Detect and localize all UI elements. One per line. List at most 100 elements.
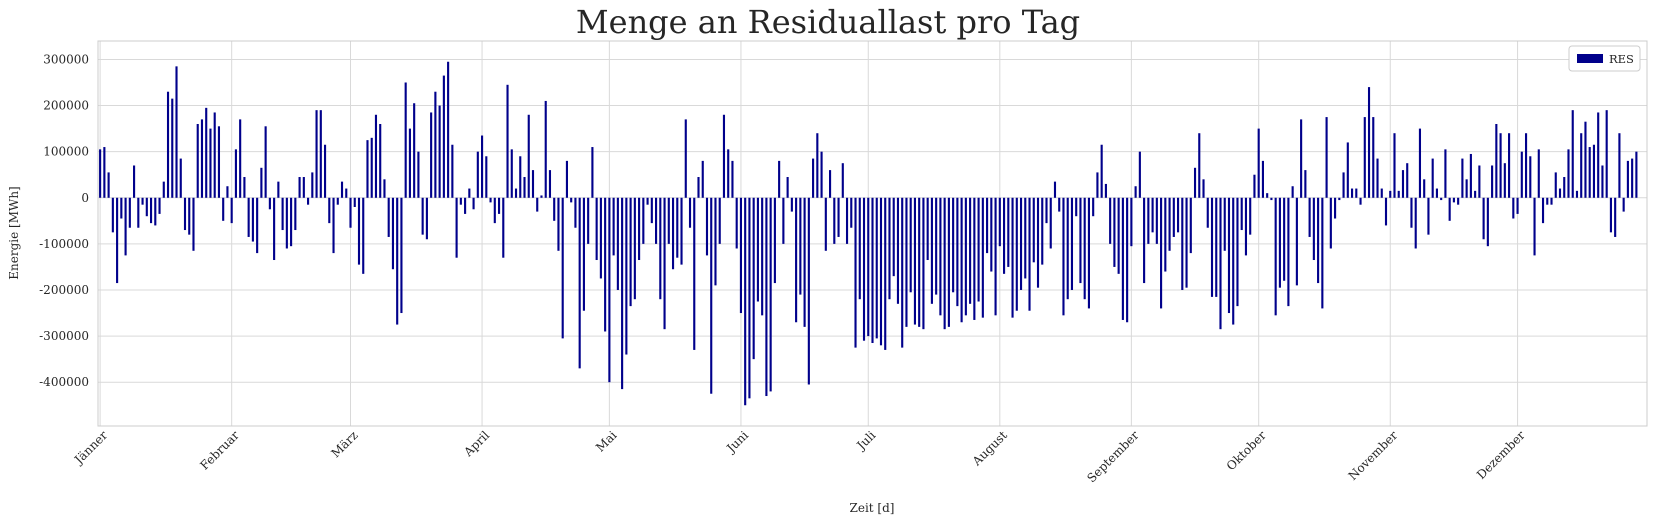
bar [1219, 197, 1222, 330]
y-axis-ticks: 300000 200000 100000 0 -100000 -200000 -300000… [39, 52, 89, 389]
bar [858, 197, 861, 300]
bar [1563, 177, 1566, 198]
bar [727, 149, 730, 198]
bar [1236, 197, 1239, 307]
bar [977, 197, 980, 302]
bar [973, 197, 976, 320]
bar [824, 197, 827, 251]
bar [413, 103, 416, 198]
bar [1584, 121, 1587, 198]
bar [1355, 188, 1358, 198]
bar [799, 197, 802, 295]
bar [850, 197, 853, 228]
bar [421, 197, 424, 235]
bar [739, 197, 743, 314]
bar [599, 197, 602, 279]
bar [1121, 197, 1124, 320]
bar [332, 197, 335, 254]
bar [1300, 119, 1303, 198]
bar [570, 197, 573, 203]
bar [1384, 197, 1388, 226]
bar [684, 119, 687, 198]
bar [1041, 197, 1044, 265]
bar [1321, 197, 1324, 309]
bar [171, 98, 174, 198]
bar [722, 114, 726, 198]
bar [425, 197, 428, 240]
bar [137, 197, 140, 228]
x-tick-label: April [461, 428, 493, 460]
bar [1092, 197, 1095, 217]
bar [404, 82, 407, 198]
bar [1508, 133, 1511, 198]
bar [837, 197, 840, 237]
bar [264, 126, 267, 198]
bar [969, 197, 972, 304]
bar [1172, 197, 1175, 237]
y-tick-label: 200000 [43, 99, 89, 113]
bar [744, 197, 747, 406]
bar [1134, 186, 1137, 198]
y-tick-label: 0 [81, 191, 89, 205]
bar [222, 197, 225, 221]
bar [247, 197, 250, 237]
bar [205, 107, 208, 198]
bar [697, 177, 700, 198]
bar [1614, 197, 1617, 237]
bar [107, 172, 110, 198]
bar [1079, 197, 1082, 284]
bar [1274, 197, 1277, 316]
bar [200, 119, 204, 198]
bar [209, 128, 212, 198]
bar [1376, 158, 1379, 198]
bar [1291, 186, 1294, 198]
bar [145, 197, 148, 217]
bar [748, 197, 751, 399]
bar [366, 140, 369, 198]
bar [1588, 147, 1591, 198]
bar [1181, 197, 1184, 290]
bar [328, 197, 331, 224]
bar [1571, 110, 1574, 198]
bar [956, 197, 959, 307]
bar [1363, 117, 1366, 198]
bar [268, 197, 271, 210]
bar [1075, 197, 1078, 217]
bar [625, 197, 628, 355]
bar [638, 197, 641, 261]
bar [1423, 179, 1426, 198]
bar [1312, 197, 1315, 261]
bar [1249, 197, 1252, 235]
bar [718, 197, 721, 244]
bar [964, 197, 967, 316]
bar [133, 165, 136, 198]
bar [1104, 183, 1107, 198]
bar [986, 197, 989, 254]
bar [323, 144, 327, 198]
bar [845, 197, 849, 244]
bar [1380, 188, 1383, 198]
bar [1024, 197, 1027, 279]
bar [1338, 197, 1341, 201]
bar [188, 197, 191, 235]
bar [735, 197, 738, 249]
bar [1062, 197, 1065, 316]
bar [1605, 110, 1608, 198]
bar [1032, 197, 1035, 263]
bar [1618, 133, 1621, 198]
bar [124, 197, 127, 256]
bar [1597, 112, 1600, 198]
bar [438, 105, 441, 198]
bar [773, 197, 776, 284]
bar [523, 177, 526, 198]
bar [158, 197, 161, 214]
bar [1083, 197, 1086, 300]
bar [1622, 197, 1625, 212]
bar [400, 197, 403, 314]
bar [213, 112, 216, 198]
x-axis-ticks: Jänner Februar März April Mai Juni Juli August S… [70, 428, 1527, 485]
bar [1609, 197, 1612, 233]
bar [442, 75, 445, 198]
bar [527, 114, 530, 198]
